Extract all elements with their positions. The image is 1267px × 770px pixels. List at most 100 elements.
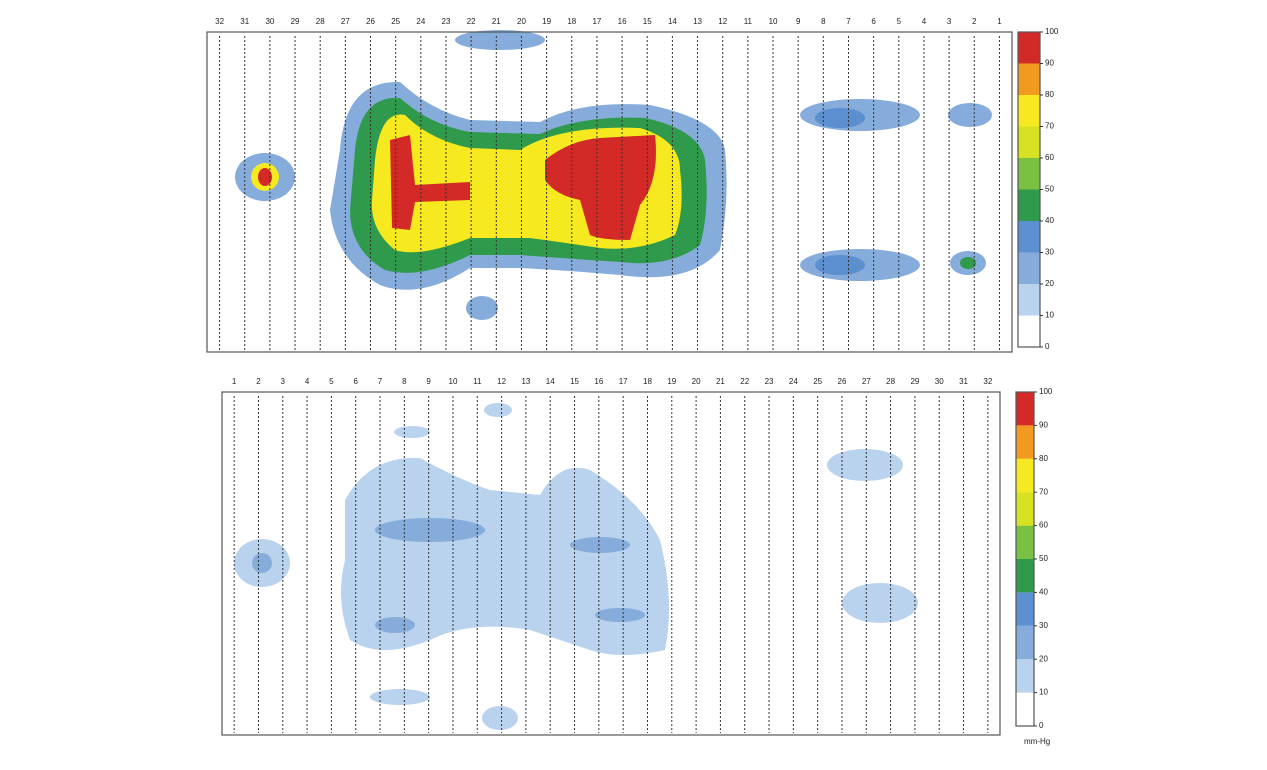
panel-frame [206, 31, 1013, 353]
blob [570, 537, 630, 553]
colorbar-label: 10 [1045, 311, 1054, 320]
colorbar-band [1018, 95, 1040, 127]
colorbar-label: 40 [1045, 216, 1054, 225]
colorbar-label: 90 [1039, 421, 1048, 430]
column-label: 16 [618, 17, 627, 26]
blob [842, 583, 918, 623]
colorbar-label: 30 [1045, 248, 1054, 257]
column-label: 9 [426, 377, 431, 386]
colorbar-band [1016, 458, 1034, 493]
column-label: 5 [329, 377, 334, 386]
column-label: 14 [546, 377, 555, 386]
blob [484, 403, 512, 417]
blob [960, 257, 976, 269]
column-label: 9 [796, 17, 801, 26]
column-label: 13 [521, 377, 530, 386]
colorbar-label: 50 [1045, 185, 1054, 194]
column-label: 11 [744, 17, 753, 26]
column-label: 12 [718, 17, 727, 26]
column-label: 17 [592, 17, 601, 26]
column-label: 20 [692, 377, 701, 386]
column-label: 4 [922, 17, 927, 26]
column-label: 17 [619, 377, 628, 386]
column-label: 24 [416, 17, 425, 26]
column-label: 26 [838, 377, 847, 386]
blob [827, 449, 903, 481]
column-label: 7 [378, 377, 383, 386]
colorbar-label: 50 [1039, 554, 1048, 563]
column-label: 32 [983, 377, 992, 386]
colorbar-label: 100 [1045, 27, 1059, 36]
column-label: 3 [947, 17, 952, 26]
colorbar-label: 40 [1039, 588, 1048, 597]
colorbar-band [1018, 126, 1040, 158]
colorbar-label: 20 [1039, 654, 1048, 663]
column-label: 28 [316, 17, 325, 26]
column-label: 31 [240, 17, 249, 26]
blob [455, 30, 545, 50]
column-label: 21 [716, 377, 725, 386]
column-label: 5 [897, 17, 902, 26]
colorbar-label: 0 [1039, 721, 1044, 730]
blob [948, 103, 992, 127]
column-label: 2 [256, 377, 261, 386]
colorbar-band [1018, 189, 1040, 221]
column-label: 30 [265, 17, 274, 26]
column-label: 19 [542, 17, 551, 26]
column-label: 22 [467, 17, 476, 26]
column-label: 18 [567, 17, 576, 26]
blob [394, 426, 430, 438]
column-label: 8 [821, 17, 826, 26]
colorbar-label: 30 [1039, 621, 1048, 630]
column-label: 1 [997, 17, 1002, 26]
column-label: 4 [305, 377, 310, 386]
column-label: 32 [215, 17, 224, 26]
colorbar-band [1016, 659, 1034, 693]
colorbar-band [1018, 63, 1040, 95]
column-label: 6 [353, 377, 358, 386]
colorbar-label: 90 [1045, 59, 1054, 68]
column-label: 15 [643, 17, 652, 26]
colorbar-band [1018, 252, 1040, 284]
column-label: 15 [570, 377, 579, 386]
colorbar-band [1018, 284, 1040, 316]
column-label: 25 [391, 17, 400, 26]
colorbar-band [1018, 221, 1040, 253]
colorbar-band [1016, 525, 1034, 559]
pressure-blobs [235, 30, 992, 320]
blob [595, 608, 645, 622]
column-label: 1 [232, 377, 237, 386]
column-label: 7 [846, 17, 851, 26]
colorbar-label: 0 [1045, 342, 1050, 351]
top-panel: 32 31 30 29 28 27 26 25 24 23 22 21 20 19 18 17 16 15 14 13… [206, 17, 1059, 353]
blob [466, 296, 498, 320]
blob [375, 518, 485, 542]
colorbar-label: 60 [1039, 521, 1048, 530]
blob [815, 108, 865, 128]
column-label: 29 [291, 17, 300, 26]
colorbar-band [1016, 692, 1034, 726]
colorbar-band [1016, 392, 1034, 426]
blob [375, 617, 415, 633]
column-label: 16 [594, 377, 603, 386]
column-label: 2 [972, 17, 977, 26]
bottom-panel: 1 2 3 4 5 6 7 8 9 10 11 12 13 14 15 16 17 18 19 20 21 22 23 24 2… [221, 377, 1053, 746]
column-label: 30 [935, 377, 944, 386]
column-label: 23 [442, 17, 451, 26]
column-label: 11 [473, 377, 482, 386]
column-label: 26 [366, 17, 375, 26]
colorbar-label: 10 [1039, 688, 1048, 697]
column-label: 24 [789, 377, 798, 386]
blob [390, 135, 470, 230]
colorbar-label: 70 [1039, 487, 1048, 496]
colorbar-band [1016, 559, 1034, 593]
column-label: 28 [886, 377, 895, 386]
blob [252, 553, 272, 573]
colorbar-band [1016, 425, 1034, 459]
unit-label: mm-Hg [1024, 737, 1050, 746]
panel-frame [221, 391, 1001, 736]
column-label: 10 [449, 377, 458, 386]
column-label: 19 [667, 377, 676, 386]
colorbar-label: 70 [1045, 122, 1054, 131]
